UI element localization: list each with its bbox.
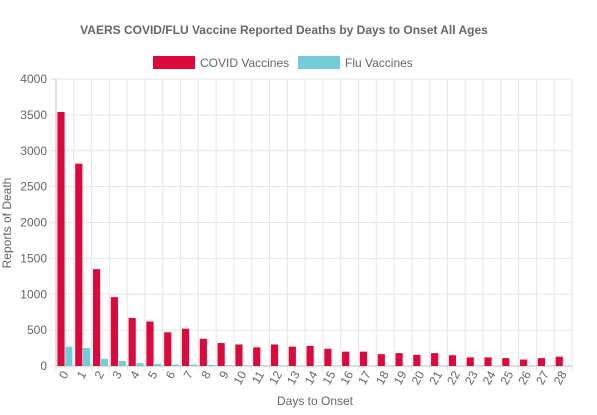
bar-covid[interactable] (342, 351, 350, 366)
x-tick-label: 12 (266, 368, 285, 387)
x-tick-label: 5 (145, 368, 161, 381)
bar-covid[interactable] (75, 163, 83, 366)
bar-covid[interactable] (555, 356, 563, 366)
bar-covid[interactable] (110, 297, 118, 366)
bar-covid[interactable] (502, 358, 510, 366)
legend-swatch-flu (298, 56, 340, 69)
bar-covid[interactable] (128, 317, 136, 366)
bar-covid[interactable] (359, 351, 368, 366)
x-tick-label: 8 (198, 368, 214, 381)
x-tick-label: 17 (355, 368, 374, 387)
x-tick-label: 27 (533, 368, 552, 387)
x-tick-label: 14 (302, 368, 321, 387)
bar-covid[interactable] (537, 358, 546, 366)
y-tick-label: 2000 (20, 216, 47, 230)
legend[interactable]: COVID Vaccines Flu Vaccines (153, 56, 413, 70)
legend-label-covid: COVID Vaccines (200, 56, 289, 70)
bar-flu[interactable] (260, 365, 269, 366)
bar-covid[interactable] (288, 346, 296, 366)
bar-covid[interactable] (57, 112, 65, 366)
bar-flu[interactable] (171, 364, 180, 366)
y-tick-label: 0 (40, 359, 47, 373)
y-tick-label: 1500 (20, 251, 47, 265)
x-tick-label: 26 (515, 368, 534, 387)
bar-covid[interactable] (164, 332, 172, 366)
bar-covid[interactable] (270, 344, 279, 366)
x-tick-label: 3 (109, 368, 125, 381)
y-tick-label: 1000 (20, 287, 47, 301)
x-axis-title: Days to Onset (277, 394, 354, 408)
x-axis-ticks: 0 1 2 3 4 5 6 7 8 910 1112131415161718192021222324… (56, 368, 570, 387)
bar-covid[interactable] (217, 343, 225, 366)
bar-flu[interactable] (278, 365, 286, 366)
bar-covid[interactable] (413, 354, 421, 366)
x-tick-label: 13 (284, 368, 303, 387)
x-tick-label: 7 (181, 368, 197, 381)
y-tick-label: 3000 (20, 144, 47, 158)
x-tick-label: 0 (56, 368, 72, 381)
bar-covid[interactable] (235, 344, 243, 366)
bar-flu[interactable] (82, 348, 91, 366)
y-tick-label: 3500 (20, 108, 47, 122)
y-tick-label: 2500 (20, 180, 47, 194)
bar-covid[interactable] (377, 354, 385, 366)
bar-covid[interactable] (395, 353, 403, 366)
legend-swatch-covid (153, 56, 195, 69)
x-tick-label: 19 (391, 368, 410, 387)
bar-flu[interactable] (65, 346, 73, 366)
bar-covid[interactable] (431, 353, 439, 366)
x-tick-label: 2 (92, 368, 108, 381)
x-tick-label: 10 (231, 368, 250, 387)
x-tick-label: 24 (480, 368, 499, 387)
bar-flu[interactable] (154, 363, 162, 366)
bar-flu[interactable] (243, 365, 251, 366)
x-tick-label: 15 (320, 368, 339, 387)
x-tick-label: 28 (551, 368, 570, 387)
x-tick-label: 20 (409, 368, 428, 387)
bar-covid[interactable] (448, 355, 457, 366)
bar-flu[interactable] (136, 363, 144, 366)
bar-covid[interactable] (253, 347, 261, 366)
bar-covid[interactable] (92, 269, 101, 366)
bar-covid[interactable] (484, 357, 492, 366)
x-tick-label: 21 (426, 368, 445, 387)
y-axis-ticks: 0 500 1000 1500 2000 2500 3000 3500 4000 (20, 72, 47, 373)
x-tick-label: 6 (163, 368, 179, 381)
bar-covid[interactable] (520, 359, 528, 366)
legend-label-flu: Flu Vaccines (345, 56, 413, 70)
bar-covid[interactable] (324, 348, 332, 366)
x-tick-label: 1 (74, 368, 90, 381)
chart-title: VAERS COVID/FLU Vaccine Reported Deaths … (80, 23, 488, 37)
bar-flu[interactable] (100, 358, 108, 366)
x-tick-label: 22 (444, 368, 463, 387)
bar-flu[interactable] (225, 365, 233, 366)
gridlines (50, 78, 573, 371)
bar-flu[interactable] (207, 364, 215, 366)
y-tick-label: 500 (27, 323, 47, 337)
y-axis-title: Reports of Death (0, 178, 14, 269)
bar-flu[interactable] (118, 360, 126, 366)
bar-covid[interactable] (199, 338, 207, 366)
x-tick-label: 18 (373, 368, 392, 387)
legend-item-covid[interactable]: COVID Vaccines (153, 56, 289, 70)
x-tick-label: 25 (498, 368, 517, 387)
x-tick-label: 23 (462, 368, 481, 387)
bar-covid[interactable] (181, 328, 190, 366)
bar-covid[interactable] (146, 321, 154, 366)
bar-flu[interactable] (189, 364, 197, 366)
legend-item-flu[interactable]: Flu Vaccines (298, 56, 413, 70)
bar-covid[interactable] (306, 345, 314, 366)
bar-covid[interactable] (466, 357, 474, 366)
bars (57, 112, 571, 366)
y-tick-label: 4000 (20, 72, 47, 86)
x-tick-label: 4 (127, 368, 143, 381)
x-tick-label: 9 (216, 368, 232, 381)
x-tick-label: 16 (337, 368, 356, 387)
